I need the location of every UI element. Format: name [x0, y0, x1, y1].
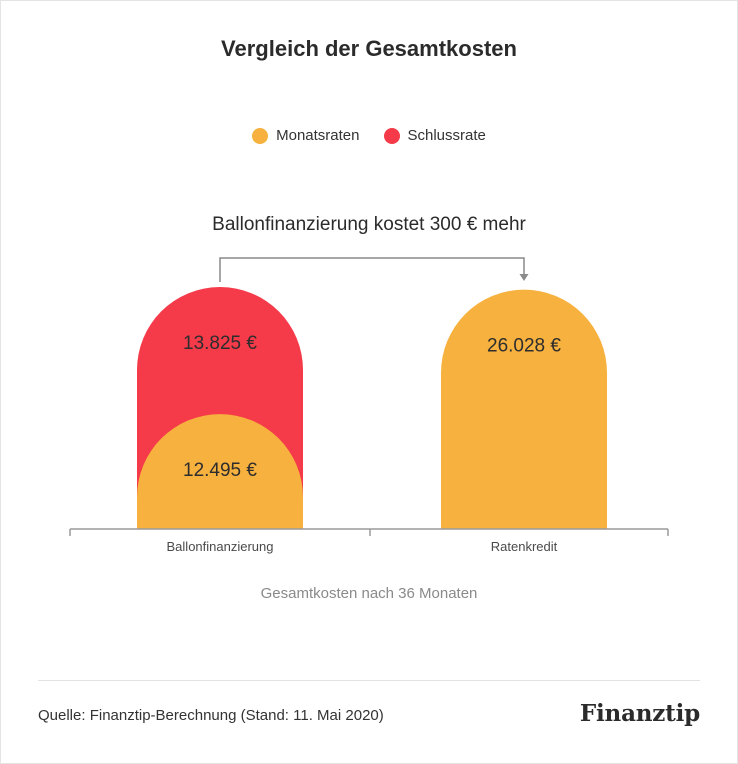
comparison-annotation: Ballonfinanzierung kostet 300 € mehr: [212, 214, 526, 235]
chart-title: Vergleich der Gesamtkosten: [221, 36, 517, 61]
legend: Monatsraten Schlussrate: [0, 127, 738, 144]
bar-ballonfinanzierung-monatsraten: [137, 414, 303, 529]
comparison-arrowhead: [519, 274, 529, 281]
footer-divider: [38, 680, 700, 681]
legend-swatch-schlussrate: [383, 127, 400, 144]
bar-ratenkredit-monatsraten: [441, 289, 607, 529]
legend-item-monatsraten: Monatsraten: [252, 127, 360, 144]
legend-item-schlussrate: Schlussrate: [383, 127, 486, 144]
data-label-ratenkredit-monatsraten: 26.028 €: [487, 336, 561, 357]
x-tick-label-ratenkredit: Ratenkredit: [491, 539, 558, 554]
comparison-bracket: [219, 257, 525, 282]
legend-label-schlussrate: Schlussrate: [407, 127, 486, 144]
x-tick-label-ballonfinanzierung: Ballonfinanzierung: [167, 539, 274, 554]
x-axis-label: Gesamtkosten nach 36 Monaten: [260, 585, 478, 602]
legend-swatch-monatsraten: [252, 127, 269, 144]
data-label-ballonfinanzierung-schlussrate: 13.825 €: [183, 333, 257, 354]
source-note: Quelle: Finanztip-Berechnung (Stand: 11.…: [38, 707, 384, 724]
finanztip-logo: Finanztip: [579, 700, 700, 727]
legend-label-monatsraten: Monatsraten: [276, 127, 360, 144]
data-label-ballonfinanzierung-monatsraten: 12.495 €: [183, 460, 257, 481]
